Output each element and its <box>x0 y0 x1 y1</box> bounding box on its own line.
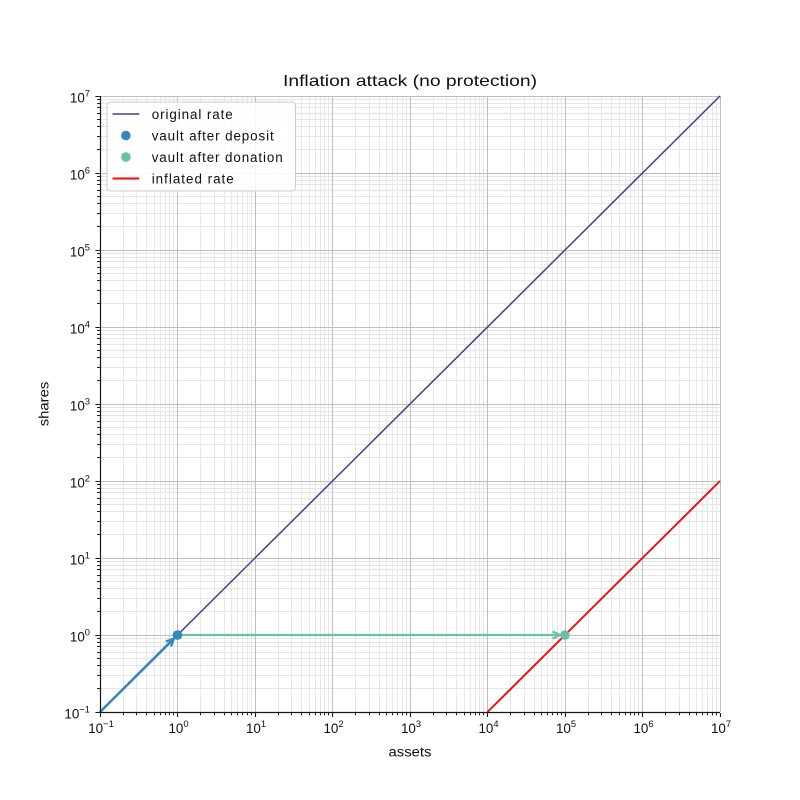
svg-text:shares: shares <box>37 381 52 426</box>
svg-text:inflated rate: inflated rate <box>152 171 234 186</box>
svg-text:vault after donation: vault after donation <box>152 150 283 165</box>
svg-text:assets: assets <box>389 744 432 759</box>
svg-text:original rate: original rate <box>152 107 233 122</box>
svg-text:Inflation attack (no protectio: Inflation attack (no protection) <box>283 73 537 90</box>
svg-text:vault after deposit: vault after deposit <box>152 128 274 143</box>
